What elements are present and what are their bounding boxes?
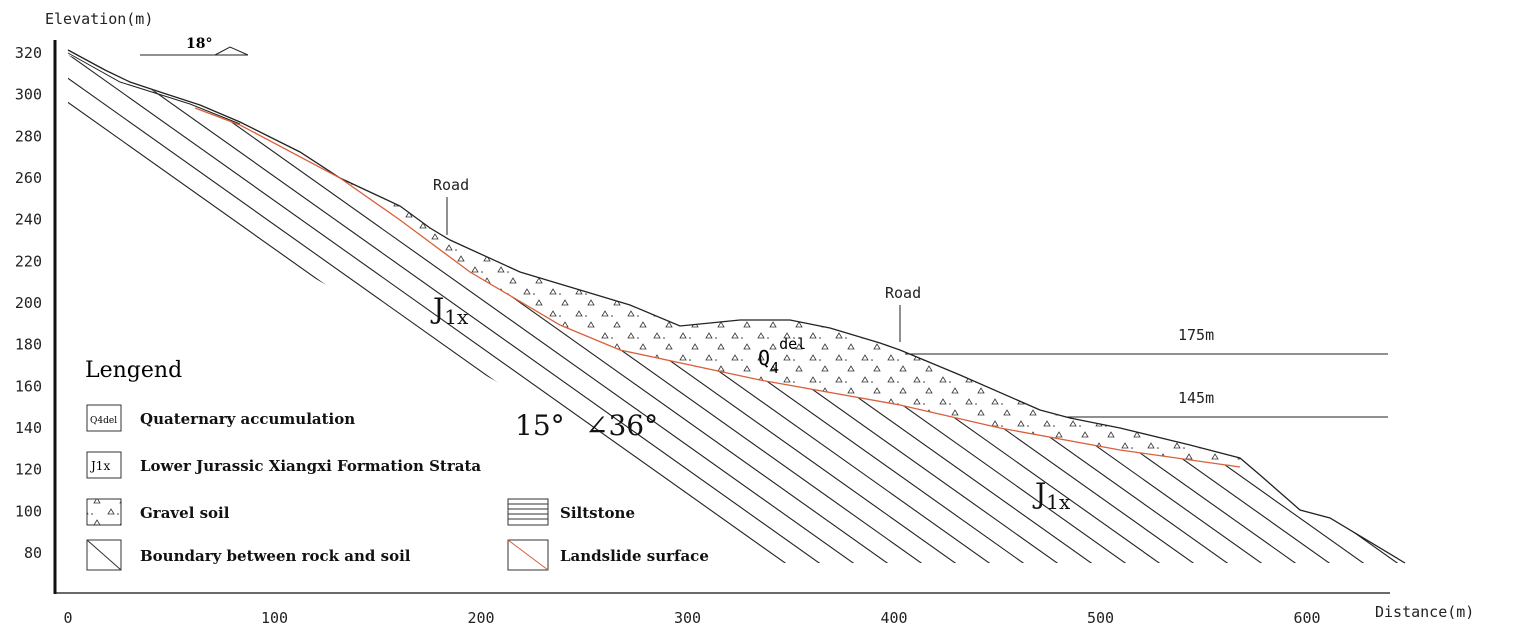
bed-line [320,40,1060,565]
bed-line [0,40,346,565]
y-tick-label: 280 [15,127,42,145]
bed-line [1374,40,1514,565]
y-tick-label: 240 [15,211,42,229]
bed-line [592,40,1332,565]
legend-label: Gravel soil [140,504,230,522]
bed-line [1238,40,1514,565]
bed-line [898,40,1514,565]
x-tick-label: 400 [880,609,907,627]
legend-symbol: Q4del [90,416,117,426]
bed-line [524,40,1264,565]
geology [0,40,1514,565]
legend-label: Boundary between rock and soil [140,547,411,565]
level-label: 145m [1178,389,1214,407]
x-tick-label: 0 [63,609,72,627]
ground-surface [68,50,1405,563]
bed-line [48,40,788,565]
bed-line [0,40,584,565]
legend-label: Landslide surface [560,547,709,565]
bed-line [1408,40,1514,565]
bed-line [0,40,380,565]
bed-line [762,40,1502,565]
sub: 1x [1046,490,1071,514]
x-tick-label: 100 [261,609,288,627]
y-tick-label: 220 [15,252,42,270]
y-axis-label: Elevation(m) [45,10,153,28]
bed-line [830,40,1514,565]
bed-line [1102,40,1514,565]
bed-line [966,40,1514,565]
bed-line [796,40,1514,565]
bed-line [1272,40,1514,565]
x-tick-label: 600 [1293,609,1320,627]
bed-line [354,40,1094,565]
angle-label: ∠36° [585,409,658,442]
road-label: Road [433,176,469,194]
legend-icon [87,499,121,525]
bed-line [694,40,1434,565]
y-tick-label: 100 [15,502,42,520]
bed-line [0,40,482,565]
bed-line [1340,40,1514,565]
bed-line [864,40,1514,565]
bed-line [1442,40,1514,565]
bed-line [728,40,1468,565]
x-axis-label: Distance(m) [1375,603,1474,621]
y-tick-label: 180 [15,336,42,354]
x-tick-label: 500 [1087,609,1114,627]
bed-line [1000,40,1514,565]
legend-symbol: J1x [89,459,110,473]
y-tick-label: 120 [15,461,42,479]
y-tick-label: 320 [15,44,42,62]
angle-label: 15° [515,409,565,442]
cross-section: Elevation(m) Distance(m) 18° Road Road 1… [0,0,1514,633]
road-label: Road [885,284,921,302]
bed-line [1136,40,1514,565]
y-tick-label: 300 [15,86,42,104]
rock-label: J1x [430,292,469,329]
main: Q [758,346,770,370]
main: J [1032,477,1046,510]
bed-line [82,40,822,565]
legend-title: Lengend [85,358,182,383]
y-tick-label: 200 [15,294,42,312]
bed-line [932,40,1514,565]
sub: 1x [444,305,469,329]
bed-line [0,40,550,565]
bed-line [1476,40,1514,565]
main: J [430,292,444,325]
y-tick-label: 140 [15,419,42,437]
legend-label: Siltstone [560,504,635,522]
bed-line [558,40,1298,565]
y-tick-label: 160 [15,377,42,395]
bed-line [388,40,1128,565]
y-tick-label: 80 [24,544,42,562]
sup: del [779,335,806,353]
bed-line [1068,40,1514,565]
x-tick-label: 300 [674,609,701,627]
bed-line [1204,40,1514,565]
bed-line [286,40,1026,565]
sub: 4 [770,359,779,377]
bed-line [0,40,414,565]
bed-line [660,40,1400,565]
bed-line [150,40,890,565]
gravel-soil [340,178,1240,467]
bed-line [14,40,754,565]
bed-line [1306,40,1514,565]
x-tick-label: 200 [467,609,494,627]
bed-line [1034,40,1514,565]
legend-icon [508,499,548,525]
level-label: 175m [1178,326,1214,344]
y-tick-label: 260 [15,169,42,187]
dip-label: 18° [186,36,212,52]
legend: Lengend Q4del J1x Quaternary accumulatio… [85,358,709,570]
bed-line [0,40,312,565]
legend-label: Quaternary accumulation [140,410,355,428]
legend-label: Lower Jurassic Xiangxi Formation Strata [140,457,481,475]
bed-line [626,40,1366,565]
rock-label: J1x [1032,477,1071,514]
